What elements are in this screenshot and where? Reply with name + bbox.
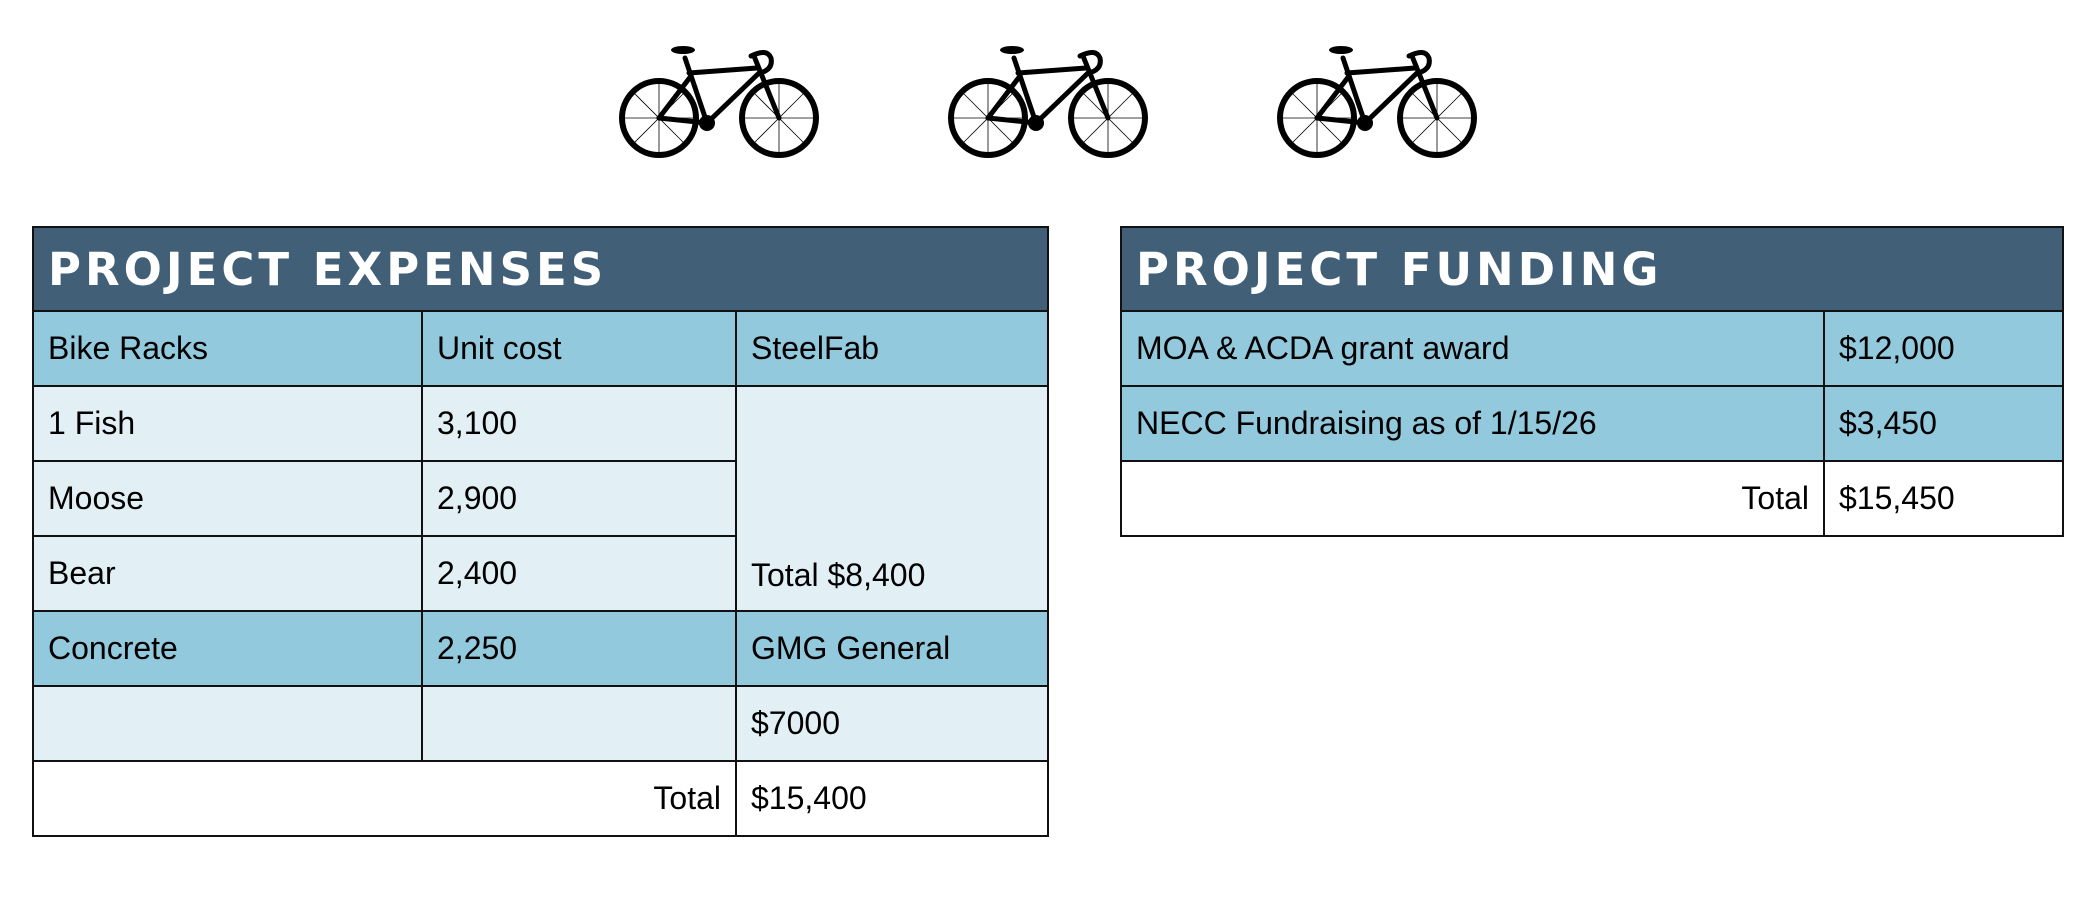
bicycle-icon bbox=[946, 38, 1150, 162]
table-row: MOA & ACDA grant award $12,000 bbox=[1120, 310, 2064, 387]
item-cell: Concrete bbox=[32, 610, 423, 687]
source-cell: NECC Fundraising as of 1/15/26 bbox=[1120, 385, 1825, 462]
vendor-cell: GMG General bbox=[734, 610, 1050, 687]
funding-title: PROJECT FUNDING bbox=[1120, 226, 2064, 312]
project-funding-table: PROJECT FUNDING MOA & ACDA grant award $… bbox=[1120, 226, 2064, 537]
cost-cell: 3,100 bbox=[421, 385, 737, 462]
empty-cell bbox=[421, 685, 737, 762]
table-row: Concrete 2,250 GMG General bbox=[32, 610, 1050, 687]
item-cell: 1 Fish bbox=[32, 385, 423, 462]
cost-cell: 2,400 bbox=[421, 535, 737, 612]
total-label: Total bbox=[1120, 460, 1825, 537]
amount-cell: $3,450 bbox=[1823, 385, 2064, 462]
total-value: $15,450 bbox=[1823, 460, 2064, 537]
amount-cell: $12,000 bbox=[1823, 310, 2064, 387]
item-cell: Moose bbox=[32, 460, 423, 537]
header-cell: Bike Racks bbox=[32, 310, 423, 387]
header-cell: SteelFab bbox=[734, 310, 1050, 387]
total-row: Total $15,400 bbox=[32, 760, 1050, 837]
header-cell: Unit cost bbox=[421, 310, 737, 387]
table-row: 1 Fish 3,100 Total $8,400 bbox=[32, 385, 1050, 612]
table-row: $7000 bbox=[32, 685, 1050, 762]
table-row: NECC Fundraising as of 1/15/26 $3,450 bbox=[1120, 385, 2064, 462]
total-value: $15,400 bbox=[734, 760, 1050, 837]
expenses-title: PROJECT EXPENSES bbox=[31, 226, 1050, 312]
total-label: Total bbox=[32, 760, 737, 837]
bicycle-icon bbox=[617, 38, 821, 162]
table-row: Bike Racks Unit cost SteelFab bbox=[32, 310, 1050, 387]
cost-cell: 2,250 bbox=[421, 610, 737, 687]
cost-cell: 2,900 bbox=[421, 460, 737, 537]
gmg-amount: $7000 bbox=[734, 685, 1050, 762]
steelfab-total: Total $8,400 bbox=[734, 385, 1050, 612]
total-row: Total $15,450 bbox=[1120, 460, 2064, 537]
item-cell: Bear bbox=[32, 535, 423, 612]
source-cell: MOA & ACDA grant award bbox=[1120, 310, 1825, 387]
project-expenses-table: PROJECT EXPENSES Bike Racks Unit cost St… bbox=[31, 226, 1050, 837]
empty-cell bbox=[32, 685, 423, 762]
bicycle-icon bbox=[1275, 38, 1479, 162]
